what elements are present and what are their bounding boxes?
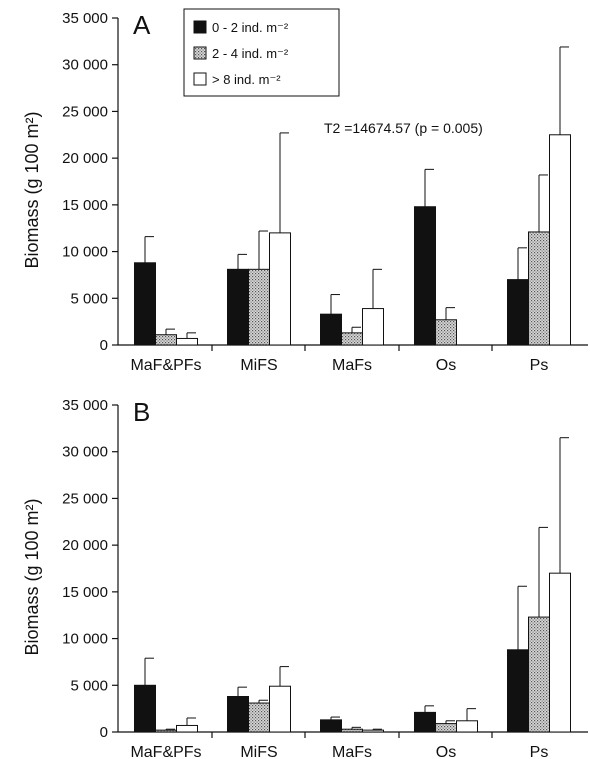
panel-b-chart: B Biomass (g 100 m²) 0 5 000 10 000 15 000 2…	[22, 397, 588, 759]
panel-a-annotation: T2 =14674.57 (p = 0.005)	[324, 120, 483, 136]
panel-b-y-tick-label: 30 000	[62, 444, 108, 461]
panel-a-y-tick-label: 10 000	[62, 244, 108, 261]
panel-a-bar-s2-c1	[269, 232, 291, 346]
panel-b-y-tick-label: 15 000	[62, 584, 108, 601]
legend-swatch-0	[193, 20, 207, 34]
legend: 0 - 2 ind. m⁻² 2 - 4 ind. m⁻² > 8 ind. m…	[183, 8, 340, 97]
panel-a-category-label: MiFS	[240, 357, 277, 374]
legend-box	[183, 8, 340, 97]
panel-b-bar-s0-c1	[227, 695, 249, 733]
panel-a-bar-s0-c0	[134, 262, 156, 346]
panel-a-bar-s0-c2	[320, 313, 342, 346]
panel-a-y-tick-label: 25 000	[62, 103, 108, 120]
panel-a-bar-s0-c4	[507, 279, 529, 346]
panel-a-category-label: MaFs	[332, 357, 372, 374]
panel-a-y-tick-label: 30 000	[62, 57, 108, 74]
panel-b-y-tick-label: 10 000	[62, 631, 108, 648]
legend-swatch-1	[193, 46, 207, 60]
panel-b-y-tick-label: 0	[100, 724, 108, 741]
panel-a-y-tick-label: 5 000	[70, 290, 108, 307]
panel-a-bar-s0-c1	[227, 268, 249, 346]
panel-b-category-label: Ps	[530, 744, 549, 759]
panel-b-bar-s1-c2	[341, 728, 363, 733]
panel-b-y-tick-label: 35 000	[62, 397, 108, 414]
panel-b-category-label: MaF&PFs	[130, 744, 201, 759]
panel-a-category-label: Ps	[530, 357, 549, 374]
panel-a-bar-s1-c0	[155, 334, 177, 346]
panel-b-bar-s2-c1	[269, 685, 291, 733]
panel-a-y-tick-label: 20 000	[62, 150, 108, 167]
panel-b-bar-s1-c3	[435, 723, 457, 733]
legend-label-2: > 8 ind. m⁻²	[212, 72, 281, 87]
legend-swatch-2	[193, 72, 207, 86]
panel-b-bar-s2-c3	[456, 720, 478, 733]
panel-b-bar-s0-c2	[320, 719, 342, 733]
panel-b-bar-s0-c4	[507, 649, 529, 733]
panel-a-bar-s1-c4	[528, 231, 550, 346]
panel-b-y-tick-label: 5 000	[70, 677, 108, 694]
panel-a-y-tick-label: 15 000	[62, 197, 108, 214]
panel-b-bar-s1-c1	[248, 702, 270, 733]
panel-b-bar-s2-c2	[362, 729, 384, 733]
panel-a-bar-s2-c2	[362, 308, 384, 346]
panel-b-category-label: MiFS	[240, 744, 277, 759]
panel-a-chart: A Biomass (g 100 m²) T2 =14674.57 (p = 0…	[22, 8, 588, 374]
panel-b-category-label: MaFs	[332, 744, 372, 759]
panel-b-category-label: Os	[436, 744, 456, 759]
panel-a-bar-s1-c1	[248, 268, 270, 346]
panel-a-bar-s1-c2	[341, 332, 363, 346]
legend-label-1: 2 - 4 ind. m⁻²	[212, 46, 289, 61]
panel-a-bar-s2-c4	[549, 134, 571, 346]
panel-a-y-tick-label: 0	[100, 337, 108, 354]
panel-a-bar-s2-c0	[176, 337, 198, 346]
legend-label-0: 0 - 2 ind. m⁻²	[212, 20, 289, 35]
panel-a-bar-s0-c3	[414, 206, 436, 346]
panel-b-bar-s2-c4	[549, 572, 571, 733]
panel-b-y-axis-label: Biomass (g 100 m²)	[22, 498, 42, 655]
panel-a-label: A	[133, 10, 151, 40]
panel-b-y-tick-label: 25 000	[62, 490, 108, 507]
panel-a-category-label: MaF&PFs	[130, 357, 201, 374]
panel-a-y-axis-label: Biomass (g 100 m²)	[22, 111, 42, 268]
panel-b-bar-s0-c0	[134, 684, 156, 733]
panel-b-bar-s1-c0	[155, 729, 177, 733]
panel-b-bar-s0-c3	[414, 711, 436, 733]
panel-b-y-tick-label: 20 000	[62, 537, 108, 554]
panel-b-label: B	[133, 397, 150, 427]
panel-a-category-label: Os	[436, 357, 456, 374]
panel-b-bar-s1-c4	[528, 616, 550, 733]
panel-a-bar-s1-c3	[435, 319, 457, 346]
panel-b-bar-s2-c0	[176, 724, 198, 733]
panel-a-y-tick-label: 35 000	[62, 10, 108, 27]
